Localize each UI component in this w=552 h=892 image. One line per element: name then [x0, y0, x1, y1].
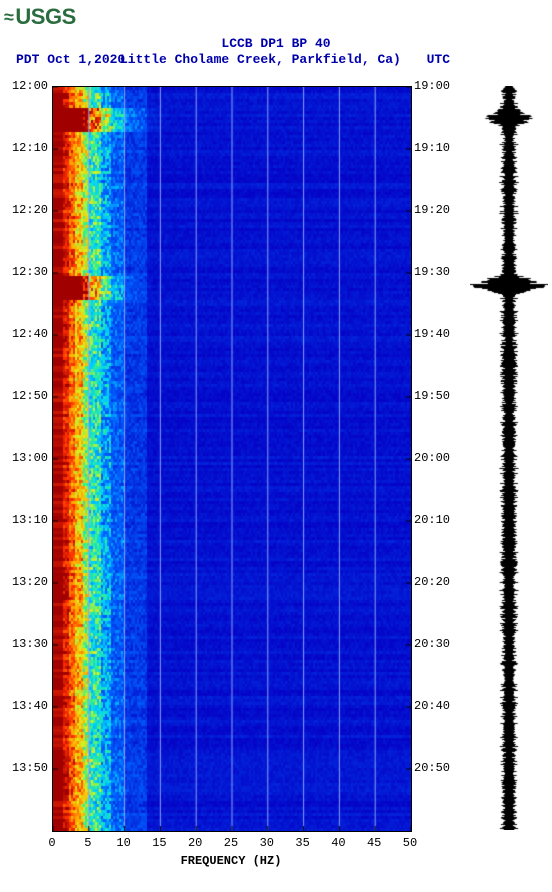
y-tick-left: 13:40 [10, 699, 48, 713]
x-tick: 40 [328, 836, 348, 850]
y-tick-right: 19:40 [414, 327, 450, 341]
x-tick: 35 [293, 836, 313, 850]
spectrogram-plot [52, 86, 412, 832]
x-tick: 30 [257, 836, 277, 850]
y-tick-right: 20:20 [414, 575, 450, 589]
y-tick-right: 19:00 [414, 79, 450, 93]
x-tick: 5 [78, 836, 98, 850]
y-tick-left: 13:00 [10, 451, 48, 465]
x-tick: 45 [364, 836, 384, 850]
y-tick-left: 13:20 [10, 575, 48, 589]
spectrogram-canvas [53, 87, 411, 831]
y-tick-right: 19:20 [414, 203, 450, 217]
y-tick-left: 13:50 [10, 761, 48, 775]
y-tick-left: 13:30 [10, 637, 48, 651]
x-tick: 20 [185, 836, 205, 850]
y-tick-left: 13:10 [10, 513, 48, 527]
x-tick: 10 [114, 836, 134, 850]
y-tick-right: 19:30 [414, 265, 450, 279]
waveform-trace [470, 86, 548, 830]
chart-title: LCCB DP1 BP 40 [0, 36, 552, 52]
usgs-logo: ≈ USGS [4, 4, 76, 30]
x-tick: 50 [400, 836, 420, 850]
subtitle-right-utc: UTC [427, 52, 450, 67]
y-tick-right: 19:10 [414, 141, 450, 155]
y-tick-left: 12:10 [10, 141, 48, 155]
y-tick-left: 12:40 [10, 327, 48, 341]
subtitle-location: Little Cholame Creek, Parkfield, Ca) [120, 52, 401, 67]
y-tick-right: 20:10 [414, 513, 450, 527]
x-axis-label: FREQUENCY (HZ) [52, 854, 410, 868]
y-tick-left: 12:30 [10, 265, 48, 279]
subtitle-left-pdt: PDT Oct 1,2020 [16, 52, 125, 67]
y-tick-left: 12:50 [10, 389, 48, 403]
y-tick-left: 12:20 [10, 203, 48, 217]
y-tick-right: 20:40 [414, 699, 450, 713]
x-tick: 25 [221, 836, 241, 850]
y-tick-left: 12:00 [10, 79, 48, 93]
y-tick-right: 20:30 [414, 637, 450, 651]
y-tick-right: 19:50 [414, 389, 450, 403]
waveform-canvas [470, 86, 548, 830]
x-tick: 0 [42, 836, 62, 850]
x-tick: 15 [149, 836, 169, 850]
y-tick-right: 20:50 [414, 761, 450, 775]
logo-wave-icon: ≈ [4, 7, 13, 28]
y-tick-right: 20:00 [414, 451, 450, 465]
logo-text: USGS [15, 4, 75, 30]
